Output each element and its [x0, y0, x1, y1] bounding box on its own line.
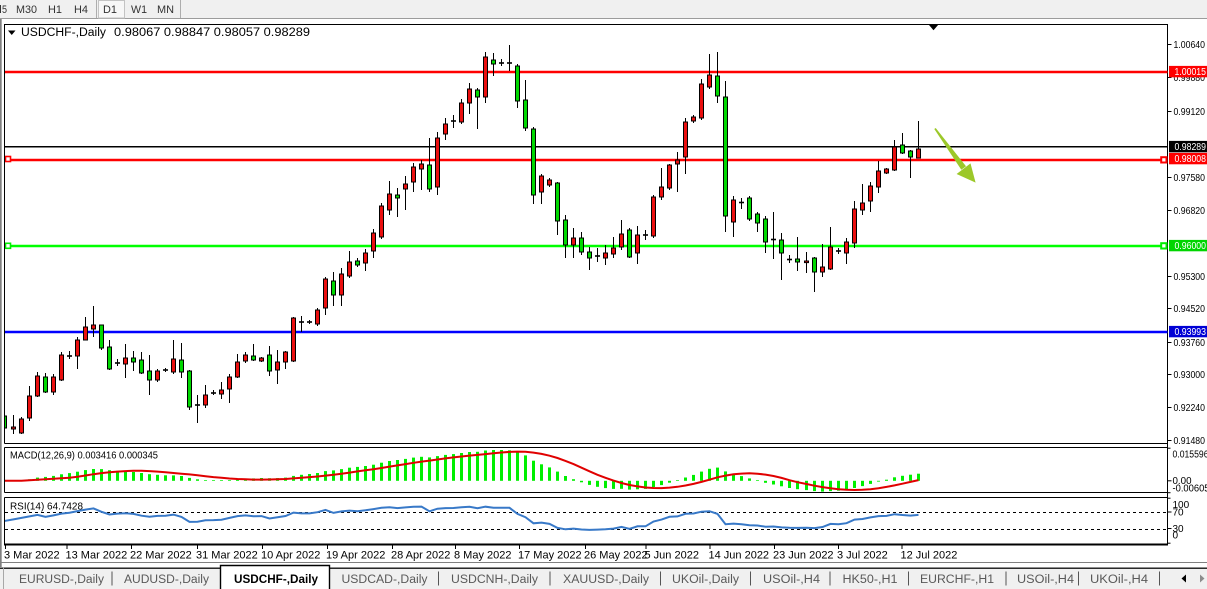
svg-text:0.95300: 0.95300: [1174, 272, 1206, 283]
svg-text:31 Mar 2022: 31 Mar 2022: [196, 550, 258, 562]
svg-text:1.00640: 1.00640: [1174, 40, 1206, 51]
svg-text:H1: H1: [48, 4, 62, 16]
svg-text:5: 5: [2, 4, 7, 16]
svg-text:30: 30: [1173, 524, 1185, 535]
svg-text:D1: D1: [103, 4, 117, 16]
svg-text:H4: H4: [74, 4, 88, 16]
svg-text:22 Mar 2022: 22 Mar 2022: [130, 550, 192, 562]
svg-text:0.93993: 0.93993: [1175, 327, 1207, 338]
svg-text:USDCNH-,Daily: USDCNH-,Daily: [451, 574, 538, 586]
svg-text:UKOil-,Daily: UKOil-,Daily: [672, 574, 739, 586]
svg-text:USDCHF-,Daily: USDCHF-,Daily: [21, 27, 106, 39]
svg-text:0.00: 0.00: [1173, 476, 1192, 487]
svg-text:0.99880: 0.99880: [1174, 73, 1206, 84]
svg-text:0.93000: 0.93000: [1174, 370, 1206, 381]
svg-text:8 May 2022: 8 May 2022: [454, 550, 511, 562]
svg-text:M30: M30: [16, 4, 37, 16]
svg-text:USOil-,H4: USOil-,H4: [1017, 574, 1075, 586]
svg-text:EURUSD-,Daily: EURUSD-,Daily: [19, 574, 104, 586]
svg-text:0.98289: 0.98289: [1175, 142, 1207, 153]
svg-text:XAUUSD-,Daily: XAUUSD-,Daily: [563, 574, 649, 586]
svg-text:EURCHF-,H1: EURCHF-,H1: [920, 574, 994, 586]
svg-text:13 Mar 2022: 13 Mar 2022: [66, 550, 128, 562]
svg-text:23 Jun 2022: 23 Jun 2022: [773, 550, 834, 562]
svg-text:3 Mar 2022: 3 Mar 2022: [4, 550, 60, 562]
svg-text:17 May 2022: 17 May 2022: [518, 550, 582, 562]
svg-text:MACD(12,26,9) 0.003416 0.00034: MACD(12,26,9) 0.003416 0.000345: [10, 451, 158, 462]
svg-text:0.93760: 0.93760: [1174, 338, 1206, 349]
svg-text:0.015596: 0.015596: [1173, 449, 1207, 460]
svg-text:70: 70: [1173, 508, 1185, 519]
svg-text:5 Jun 2022: 5 Jun 2022: [645, 550, 699, 562]
svg-text:0.96000: 0.96000: [1175, 241, 1207, 252]
svg-text:0.92240: 0.92240: [1174, 403, 1206, 414]
svg-text:3 Jul 2022: 3 Jul 2022: [837, 550, 888, 562]
svg-text:28 Apr 2022: 28 Apr 2022: [391, 550, 450, 562]
svg-text:26 May 2022: 26 May 2022: [584, 550, 648, 562]
svg-text:1.00015: 1.00015: [1175, 67, 1207, 78]
svg-text:100: 100: [1173, 500, 1190, 511]
svg-text:12 Jul 2022: 12 Jul 2022: [901, 550, 958, 562]
svg-text:0.96820: 0.96820: [1174, 206, 1206, 217]
svg-text:0.98067 0.98847 0.98057 0.9828: 0.98067 0.98847 0.98057 0.98289: [114, 27, 310, 39]
svg-text:W1: W1: [131, 4, 147, 16]
svg-text:-0.00605: -0.00605: [1173, 483, 1207, 494]
svg-text:0.99120: 0.99120: [1174, 107, 1206, 118]
svg-text:10 Apr 2022: 10 Apr 2022: [261, 550, 320, 562]
svg-text:USDCAD-,Daily: USDCAD-,Daily: [342, 574, 428, 586]
svg-text:UKOil-,H4: UKOil-,H4: [1090, 574, 1149, 586]
svg-text:0.94520: 0.94520: [1174, 304, 1206, 315]
svg-text:MN: MN: [157, 4, 174, 16]
svg-text:RSI(14) 64.7428: RSI(14) 64.7428: [10, 502, 83, 513]
svg-text:0.91480: 0.91480: [1174, 436, 1206, 447]
svg-text:USOil-,H4: USOil-,H4: [763, 574, 821, 586]
svg-text:14 Jun 2022: 14 Jun 2022: [709, 550, 770, 562]
svg-text:HK50-,H1: HK50-,H1: [843, 574, 898, 586]
svg-text:0: 0: [1173, 531, 1179, 542]
svg-text:USDCHF-,Daily: USDCHF-,Daily: [234, 574, 319, 586]
svg-text:0.97580: 0.97580: [1174, 173, 1206, 184]
svg-text:0.98008: 0.98008: [1175, 154, 1207, 165]
svg-text:AUDUSD-,Daily: AUDUSD-,Daily: [124, 574, 209, 586]
svg-text:19 Apr 2022: 19 Apr 2022: [326, 550, 385, 562]
